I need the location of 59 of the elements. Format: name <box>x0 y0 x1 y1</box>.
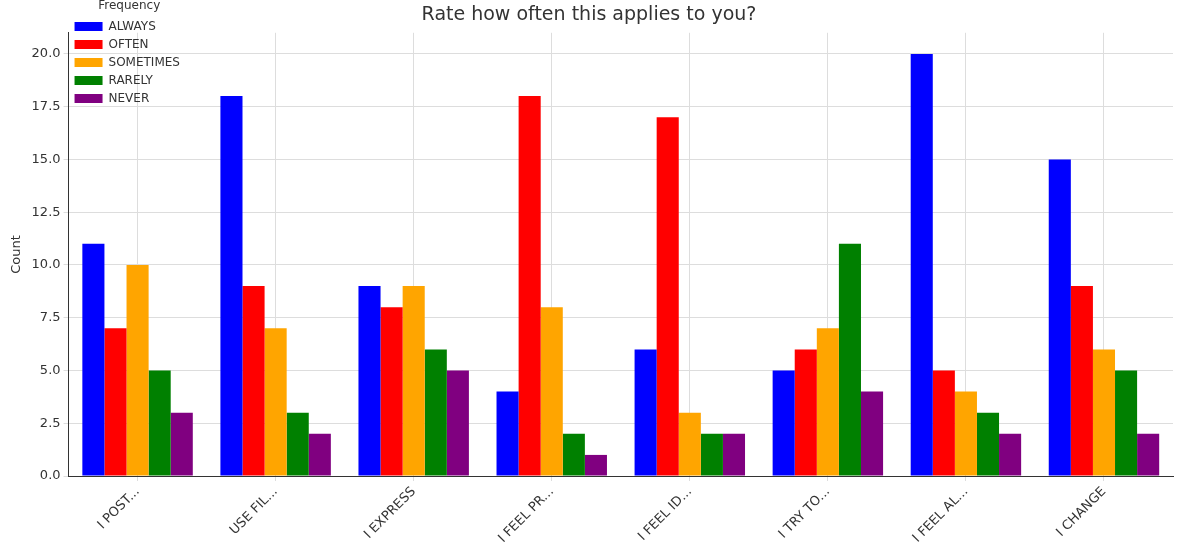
bar <box>838 243 861 476</box>
bar <box>358 286 381 476</box>
y-tick-label: 7.5 <box>39 309 61 325</box>
y-axis-title: Count <box>8 235 24 274</box>
x-tick-label: USE FIL... <box>226 483 281 538</box>
legend-label: ALWAYS <box>108 18 156 33</box>
legend-label: OFTEN <box>108 36 149 51</box>
bar <box>584 454 607 476</box>
bar <box>148 370 171 476</box>
bar <box>772 370 795 476</box>
chart-title: Rate how often this applies to you? <box>421 2 757 25</box>
bar <box>722 433 746 476</box>
bar <box>82 243 105 476</box>
bar <box>518 96 541 476</box>
y-tick-label: 15.0 <box>31 150 61 166</box>
bar <box>976 412 1000 476</box>
y-tick-label: 0.0 <box>39 467 61 483</box>
bar <box>496 391 519 476</box>
y-tick-label: 5.0 <box>39 361 61 377</box>
bar <box>1115 370 1138 476</box>
bar <box>1070 286 1093 476</box>
y-tick-label: 10.0 <box>31 256 61 272</box>
bar <box>700 433 723 476</box>
bar <box>170 412 193 476</box>
bar <box>932 370 955 476</box>
bar <box>999 433 1022 476</box>
bar <box>402 286 425 476</box>
bar <box>220 96 243 476</box>
bar <box>104 328 127 476</box>
bar <box>126 264 149 476</box>
bar <box>656 117 679 476</box>
legend-label: NEVER <box>108 90 150 105</box>
bar <box>860 391 884 476</box>
bar <box>1092 349 1116 476</box>
bar <box>562 433 585 476</box>
bar <box>242 286 265 476</box>
legend-title: Frequency <box>98 0 161 13</box>
bar <box>264 328 287 476</box>
y-tick-label: 2.5 <box>39 414 61 430</box>
bar <box>634 349 657 476</box>
y-tick-label: 12.5 <box>31 203 61 219</box>
y-tick-label: 20.0 <box>31 45 61 61</box>
y-tick-label: 17.5 <box>31 98 61 114</box>
bar <box>954 391 977 476</box>
bar <box>286 412 309 476</box>
bar <box>446 370 469 476</box>
bar <box>678 412 701 476</box>
bar <box>380 307 403 476</box>
legend-label: SOMETIMES <box>108 54 180 69</box>
bar <box>540 307 563 476</box>
bar <box>816 328 839 476</box>
legend-label: RARELY <box>108 72 154 87</box>
bar <box>910 53 933 476</box>
bar <box>1137 433 1160 476</box>
bar <box>308 433 331 476</box>
bar <box>1048 159 1071 476</box>
bar <box>424 349 447 476</box>
bar <box>794 349 817 476</box>
x-tick-label: I TRY TO... <box>774 483 833 541</box>
